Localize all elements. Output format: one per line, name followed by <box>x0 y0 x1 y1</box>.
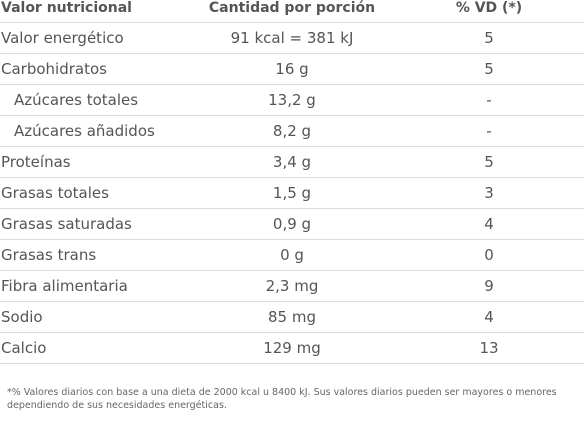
nutrient-daily-value: 13 <box>394 332 584 364</box>
nutrient-amount: 129 mg <box>190 332 394 364</box>
nutrient-amount: 3,4 g <box>190 146 394 178</box>
nutrient-name: Valor energético <box>0 22 190 54</box>
table-row: Azúcares totales 13,2 g - <box>0 84 584 116</box>
nutrient-daily-value: 5 <box>394 53 584 85</box>
table-row: Grasas saturadas 0,9 g 4 <box>0 208 584 240</box>
table-row: Fibra alimentaria 2,3 mg 9 <box>0 270 584 302</box>
header-daily-value: % VD (*) <box>394 0 584 23</box>
table-row: Proteínas 3,4 g 5 <box>0 146 584 178</box>
nutrient-name: Azúcares añadidos <box>0 115 190 147</box>
daily-value-footnote: *% Valores diarios con base a una dieta … <box>7 387 557 411</box>
nutrient-daily-value: 5 <box>394 22 584 54</box>
table-row: Valor energético 91 kcal = 381 kJ 5 <box>0 22 584 54</box>
table-row: Sodio 85 mg 4 <box>0 301 584 333</box>
nutrient-daily-value: - <box>394 115 584 147</box>
header-amount-per-serving: Cantidad por porción <box>190 0 394 23</box>
header-nutritional-value: Valor nutricional <box>0 0 190 23</box>
nutrient-daily-value: 0 <box>394 239 584 271</box>
nutrient-amount: 8,2 g <box>190 115 394 147</box>
nutrient-daily-value: 5 <box>394 146 584 178</box>
nutrient-name: Fibra alimentaria <box>0 270 190 302</box>
nutrient-name: Azúcares totales <box>0 84 190 116</box>
table-row: Azúcares añadidos 8,2 g - <box>0 115 584 147</box>
nutrient-amount: 1,5 g <box>190 177 394 209</box>
nutrient-name: Grasas totales <box>0 177 190 209</box>
nutrient-amount: 16 g <box>190 53 394 85</box>
nutrient-daily-value: 3 <box>394 177 584 209</box>
nutrient-daily-value: 4 <box>394 301 584 333</box>
nutrient-name: Calcio <box>0 332 190 364</box>
nutrient-amount: 85 mg <box>190 301 394 333</box>
nutrient-name: Proteínas <box>0 146 190 178</box>
nutrient-daily-value: - <box>394 84 584 116</box>
nutrient-amount: 2,3 mg <box>190 270 394 302</box>
table-body: Valor energético 91 kcal = 381 kJ 5 Carb… <box>0 22 584 364</box>
nutrient-name: Grasas trans <box>0 239 190 271</box>
nutrient-name: Grasas saturadas <box>0 208 190 240</box>
table-header-row: Valor nutricional Cantidad por porción %… <box>0 0 584 23</box>
table-row: Grasas trans 0 g 0 <box>0 239 584 271</box>
nutrient-daily-value: 4 <box>394 208 584 240</box>
nutrient-name: Sodio <box>0 301 190 333</box>
nutrient-amount: 0,9 g <box>190 208 394 240</box>
nutrient-name: Carbohidratos <box>0 53 190 85</box>
nutrient-amount: 91 kcal = 381 kJ <box>190 22 394 54</box>
nutrient-daily-value: 9 <box>394 270 584 302</box>
nutrition-table: Valor nutricional Cantidad por porción %… <box>0 0 584 364</box>
table-row: Grasas totales 1,5 g 3 <box>0 177 584 209</box>
nutrient-amount: 13,2 g <box>190 84 394 116</box>
nutrient-amount: 0 g <box>190 239 394 271</box>
table-row: Calcio 129 mg 13 <box>0 332 584 364</box>
table-row: Carbohidratos 16 g 5 <box>0 53 584 85</box>
